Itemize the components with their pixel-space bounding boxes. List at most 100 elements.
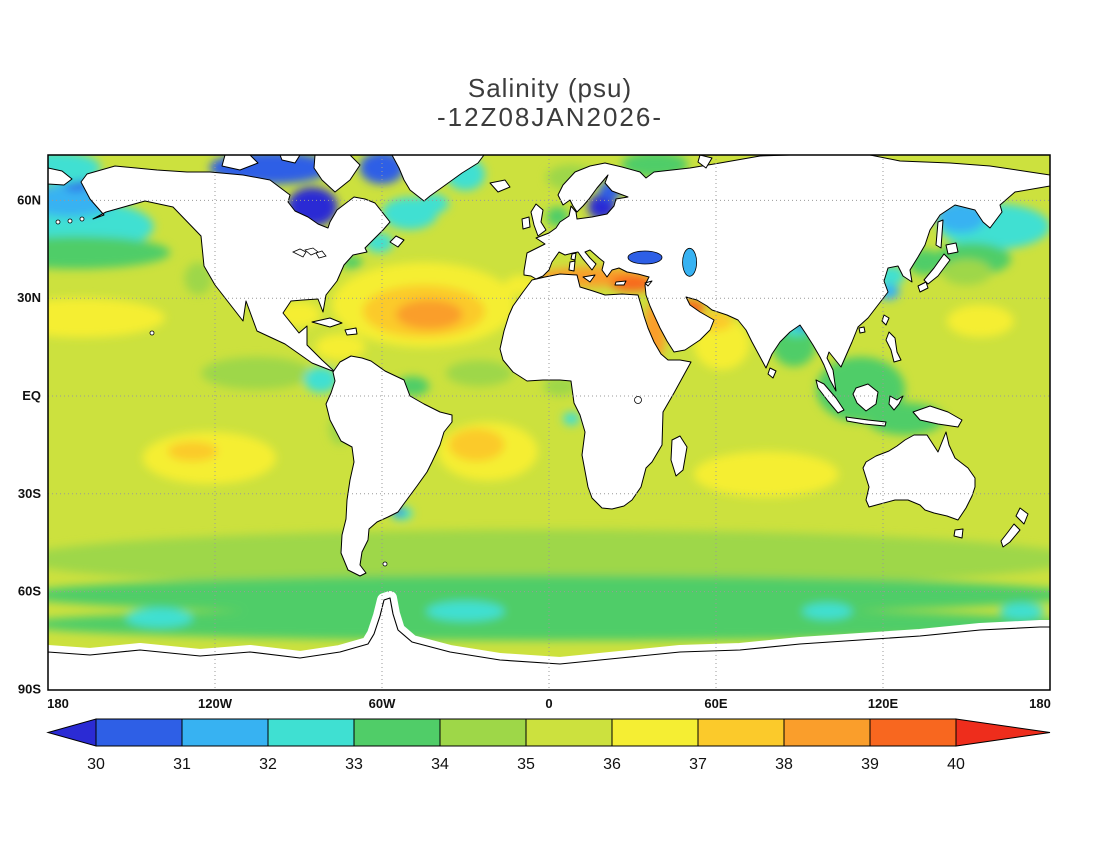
landmass-10 bbox=[697, 155, 713, 169]
lon-tick-5: 120E bbox=[868, 696, 899, 711]
lake-0 bbox=[292, 248, 307, 258]
colorbar-label-36: 36 bbox=[603, 756, 621, 773]
region-california-current bbox=[184, 262, 213, 295]
colorbar-under-arrow bbox=[46, 718, 97, 747]
region-antarctic-coastal-band bbox=[48, 607, 1050, 641]
map-frame bbox=[47, 154, 1051, 691]
colorbar-cell-32 bbox=[267, 718, 355, 747]
lon-tick-1: 120W bbox=[198, 696, 233, 711]
region-congo-plume bbox=[563, 412, 580, 426]
landmass-15 bbox=[935, 219, 944, 249]
landmasses bbox=[48, 155, 1050, 690]
landmass-23 bbox=[852, 383, 879, 412]
colorbar-label-40: 40 bbox=[947, 756, 965, 773]
region-ross-fresh-patch bbox=[125, 607, 193, 628]
landmass-0 bbox=[80, 165, 391, 373]
region-kuroshio-extension bbox=[941, 259, 992, 286]
colorbar-label-30: 30 bbox=[87, 756, 105, 773]
colorbar-label-32: 32 bbox=[259, 756, 277, 773]
inland-sea-black-sea bbox=[627, 250, 663, 265]
landmass-8 bbox=[521, 216, 531, 230]
colorbar-label-33: 33 bbox=[345, 756, 363, 773]
plot-valid-time: -12Z08JAN2026- bbox=[437, 102, 663, 132]
colorbar-label-34: 34 bbox=[431, 756, 449, 773]
landmass-14 bbox=[48, 167, 73, 186]
landmass-38 bbox=[644, 280, 653, 287]
colorbar-cell-36 bbox=[611, 718, 699, 747]
inland-sea-caspian-sea bbox=[682, 247, 697, 277]
colorbar-cell-35 bbox=[525, 718, 613, 747]
region-baffin-bay bbox=[359, 155, 405, 185]
colorbar-label-35: 35 bbox=[517, 756, 535, 773]
landmass-26 bbox=[767, 367, 777, 379]
region-eastern-pacific-fresh-pool bbox=[201, 356, 313, 390]
small-island-1 bbox=[67, 218, 73, 224]
grid-lines bbox=[48, 155, 1050, 690]
landmass-7 bbox=[530, 203, 547, 237]
landmass-2 bbox=[325, 355, 453, 577]
colorbar: 30 31 32 33 34 35 36 37 38 39 40 bbox=[46, 718, 1051, 773]
landmass-25 bbox=[912, 405, 963, 428]
landmass-37 bbox=[614, 280, 627, 286]
region-east-antarctic-fresh-patch bbox=[802, 603, 853, 620]
region-eastern-mediterranean bbox=[610, 275, 655, 292]
lon-tick-3: 0 bbox=[545, 696, 552, 711]
landmass-12 bbox=[279, 155, 301, 164]
lon-tick-4: 60E bbox=[704, 696, 727, 711]
region-south-atlantic-salinity-max bbox=[448, 428, 505, 462]
colorbar-cell-38 bbox=[783, 718, 871, 747]
colorbar-cell-34 bbox=[439, 718, 527, 747]
salinity-regions bbox=[48, 155, 1050, 641]
landmass-6 bbox=[489, 179, 511, 193]
lon-tick-0: 180 bbox=[47, 696, 69, 711]
lat-tick-90S: 90S bbox=[18, 681, 41, 696]
lat-tick-30N: 30N bbox=[17, 290, 41, 305]
region-adelie-fresh-patch bbox=[999, 603, 1045, 620]
colorbar-over-arrow bbox=[955, 718, 1051, 747]
landmass-33 bbox=[1000, 523, 1021, 548]
colorbar-label-38: 38 bbox=[775, 756, 793, 773]
colorbar-cell-31 bbox=[181, 718, 269, 747]
plot-title: Salinity (psu) bbox=[467, 73, 633, 103]
landmass-24 bbox=[888, 395, 904, 411]
landmass-28 bbox=[670, 435, 688, 477]
lat-tick-60S: 60S bbox=[18, 584, 41, 599]
landmass-antarctica bbox=[48, 597, 1050, 690]
colorbar-label-37: 37 bbox=[689, 756, 707, 773]
lake-2 bbox=[315, 250, 327, 259]
region-north-atlantic-salinity-core bbox=[395, 299, 463, 330]
landmass-1 bbox=[391, 155, 485, 202]
region-north-pacific-salinity-max-west bbox=[947, 304, 1014, 338]
landmass-20 bbox=[885, 331, 902, 363]
lat-tick-60N: 60N bbox=[17, 192, 41, 207]
region-gulf-of-guinea bbox=[543, 376, 577, 397]
landmass-34 bbox=[582, 274, 596, 283]
colorbar-cell-37 bbox=[697, 718, 785, 747]
region-north-pacific-transition-east bbox=[48, 236, 171, 269]
colorbar-cell-39 bbox=[869, 718, 957, 747]
small-island-3 bbox=[149, 330, 155, 336]
landmass-27 bbox=[858, 326, 866, 334]
landmass-35 bbox=[568, 260, 576, 272]
colorbar-cell-30 bbox=[95, 718, 183, 747]
landmass-21 bbox=[815, 379, 845, 414]
lat-tick-30S: 30S bbox=[18, 486, 41, 501]
lon-tick-6: 180 bbox=[1029, 696, 1051, 711]
region-south-indian-salinity-max bbox=[693, 451, 839, 498]
lake-victoria bbox=[634, 396, 642, 404]
region-panama-bight bbox=[304, 366, 338, 393]
colorbar-label-31: 31 bbox=[173, 756, 191, 773]
region-caribbean-sea bbox=[315, 334, 366, 361]
region-north-pacific-salinity-max-east bbox=[48, 298, 165, 338]
landmass-9 bbox=[389, 235, 405, 248]
landmass-4 bbox=[523, 155, 1050, 392]
landmass-30 bbox=[344, 327, 358, 336]
small-island-2 bbox=[79, 216, 85, 222]
landmass-32 bbox=[1015, 507, 1029, 525]
landmass-29 bbox=[311, 317, 343, 328]
small-island-0 bbox=[55, 219, 61, 225]
landmass-22 bbox=[845, 416, 887, 427]
landmass-31 bbox=[953, 528, 964, 539]
